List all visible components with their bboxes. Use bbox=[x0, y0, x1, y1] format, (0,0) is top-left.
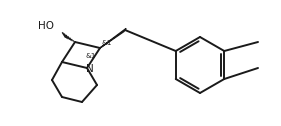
Polygon shape bbox=[100, 28, 126, 48]
Text: N: N bbox=[86, 64, 94, 74]
Text: &1: &1 bbox=[101, 40, 111, 46]
Text: &1: &1 bbox=[86, 53, 96, 59]
Text: HO: HO bbox=[38, 21, 54, 31]
